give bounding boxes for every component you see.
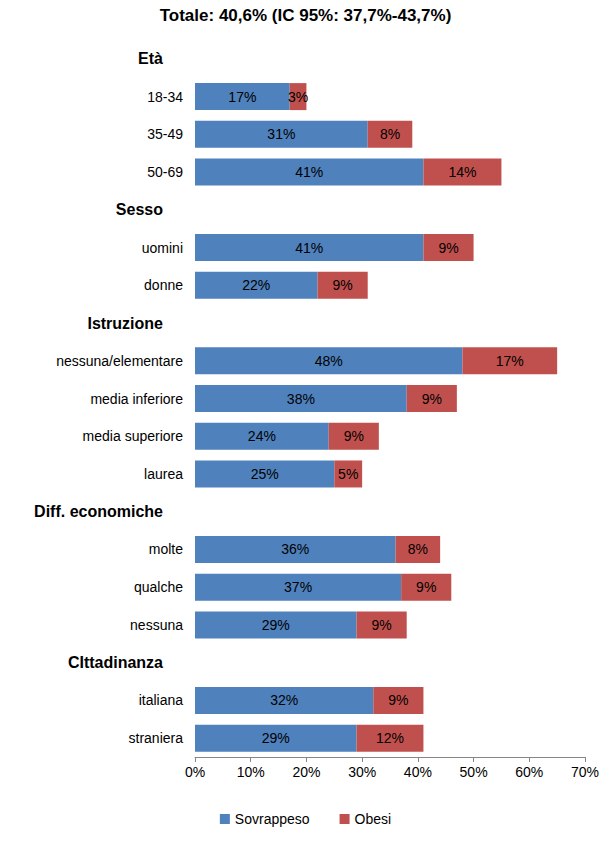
svg-text:29%: 29% bbox=[262, 617, 290, 633]
svg-text:8%: 8% bbox=[408, 541, 428, 557]
svg-text:0%: 0% bbox=[185, 764, 205, 780]
svg-text:9%: 9% bbox=[372, 617, 392, 633]
svg-text:Sesso: Sesso bbox=[116, 201, 163, 218]
svg-text:48%: 48% bbox=[315, 353, 343, 369]
svg-text:5%: 5% bbox=[338, 466, 358, 482]
svg-text:nessuna/elementare: nessuna/elementare bbox=[56, 353, 183, 369]
svg-text:3%: 3% bbox=[288, 89, 308, 105]
svg-text:Sovrappeso: Sovrappeso bbox=[235, 811, 310, 827]
svg-text:22%: 22% bbox=[242, 277, 270, 293]
svg-text:nessuna: nessuna bbox=[130, 617, 183, 633]
svg-text:9%: 9% bbox=[416, 579, 436, 595]
svg-text:36%: 36% bbox=[281, 541, 309, 557]
svg-text:Obesi: Obesi bbox=[355, 811, 392, 827]
svg-text:9%: 9% bbox=[333, 277, 353, 293]
svg-text:9%: 9% bbox=[438, 240, 458, 256]
svg-text:media superiore: media superiore bbox=[83, 428, 184, 444]
svg-text:60%: 60% bbox=[515, 764, 543, 780]
svg-text:media inferiore: media inferiore bbox=[90, 391, 183, 407]
svg-text:20%: 20% bbox=[292, 764, 320, 780]
svg-text:14%: 14% bbox=[448, 164, 476, 180]
svg-text:9%: 9% bbox=[344, 428, 364, 444]
svg-text:9%: 9% bbox=[422, 391, 442, 407]
svg-text:17%: 17% bbox=[496, 353, 524, 369]
svg-text:70%: 70% bbox=[571, 764, 599, 780]
svg-text:25%: 25% bbox=[251, 466, 279, 482]
svg-text:30%: 30% bbox=[348, 764, 376, 780]
svg-text:50-69: 50-69 bbox=[147, 164, 183, 180]
svg-text:38%: 38% bbox=[287, 391, 315, 407]
svg-text:32%: 32% bbox=[270, 692, 298, 708]
svg-text:29%: 29% bbox=[262, 730, 290, 746]
svg-text:35-49: 35-49 bbox=[147, 126, 183, 142]
svg-text:12%: 12% bbox=[376, 730, 404, 746]
svg-text:laurea: laurea bbox=[144, 466, 183, 482]
svg-text:37%: 37% bbox=[284, 579, 312, 595]
svg-text:Diff. economiche: Diff. economiche bbox=[34, 503, 163, 520]
svg-text:24%: 24% bbox=[248, 428, 276, 444]
svg-text:molte: molte bbox=[149, 541, 183, 557]
svg-text:17%: 17% bbox=[228, 89, 256, 105]
svg-text:Istruzione: Istruzione bbox=[87, 315, 163, 332]
svg-text:qualche: qualche bbox=[134, 579, 183, 595]
svg-text:8%: 8% bbox=[380, 126, 400, 142]
svg-text:italiana: italiana bbox=[139, 692, 184, 708]
svg-text:9%: 9% bbox=[388, 692, 408, 708]
svg-text:41%: 41% bbox=[295, 240, 323, 256]
svg-text:uomini: uomini bbox=[142, 240, 183, 256]
svg-text:CIttadinanza: CIttadinanza bbox=[68, 654, 163, 671]
svg-text:Età: Età bbox=[138, 50, 163, 67]
svg-text:straniera: straniera bbox=[129, 730, 184, 746]
svg-text:18-34: 18-34 bbox=[147, 89, 183, 105]
svg-text:31%: 31% bbox=[267, 126, 295, 142]
svg-text:50%: 50% bbox=[460, 764, 488, 780]
svg-text:Totale:: Totale: bbox=[160, 6, 214, 25]
svg-text:41%: 41% bbox=[295, 164, 323, 180]
svg-text:40,6% (IC 95%: 37,7%-43,7%): 40,6% (IC 95%: 37,7%-43,7%) bbox=[214, 6, 451, 25]
svg-text:40%: 40% bbox=[404, 764, 432, 780]
svg-text:10%: 10% bbox=[237, 764, 265, 780]
svg-text:donne: donne bbox=[144, 277, 183, 293]
